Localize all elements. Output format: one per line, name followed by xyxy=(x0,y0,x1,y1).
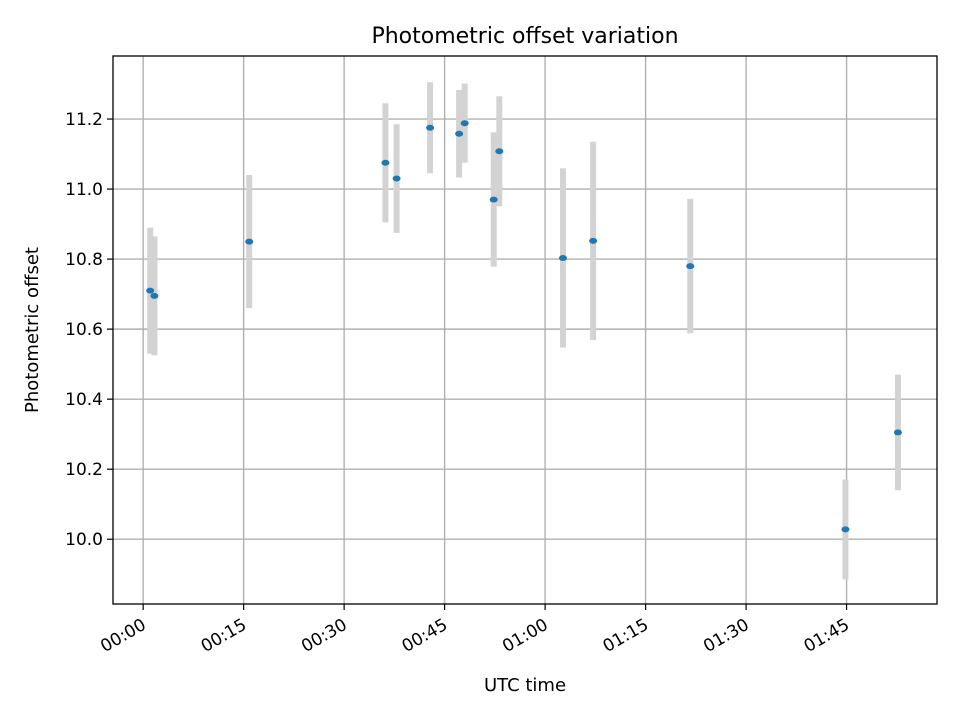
x-tick-label: 00:15 xyxy=(198,615,250,657)
grid xyxy=(113,56,937,604)
data-point xyxy=(245,238,254,245)
data-point xyxy=(489,196,498,203)
y-tick-label: 11.2 xyxy=(65,110,103,130)
x-axis-label: UTC time xyxy=(484,675,566,696)
data-point xyxy=(150,292,159,299)
data-point xyxy=(146,287,155,294)
y-tick-label: 10.4 xyxy=(65,390,103,410)
data-point xyxy=(381,159,390,166)
data-point xyxy=(455,130,464,137)
data-point xyxy=(495,148,504,155)
y-tick-label: 10.6 xyxy=(65,320,103,340)
data-point xyxy=(392,175,401,182)
y-axis-ticks: 10.0 10.2 10.4 10.6 10.8 11.0 11.2 xyxy=(65,110,113,550)
data-points xyxy=(146,120,902,533)
data-point xyxy=(841,526,850,533)
y-tick-label: 10.0 xyxy=(65,530,103,550)
x-tick-label: 01:15 xyxy=(600,615,652,657)
y-tick-label: 10.2 xyxy=(65,460,103,480)
x-tick-label: 01:45 xyxy=(801,615,853,657)
data-point xyxy=(589,237,598,244)
error-bars xyxy=(147,82,901,580)
y-tick-label: 11.0 xyxy=(65,180,103,200)
data-point xyxy=(460,120,469,127)
x-tick-label: 00:00 xyxy=(97,615,149,657)
x-axis-ticks: 00:00 00:15 00:30 00:45 01:00 01:15 01:30 01:45 xyxy=(97,604,853,657)
x-tick-label: 00:45 xyxy=(399,615,451,657)
x-tick-label: 01:00 xyxy=(499,615,551,657)
data-point xyxy=(686,263,695,270)
data-point xyxy=(893,429,902,436)
plot-frame xyxy=(112,55,938,605)
x-tick-label: 00:30 xyxy=(298,615,350,657)
data-point xyxy=(426,124,435,131)
y-axis-label: Photometric offset xyxy=(22,247,43,413)
data-point xyxy=(558,255,567,262)
x-tick-label: 01:30 xyxy=(700,615,752,657)
y-tick-label: 10.8 xyxy=(65,250,103,270)
chart-title: Photometric offset variation xyxy=(371,24,678,49)
